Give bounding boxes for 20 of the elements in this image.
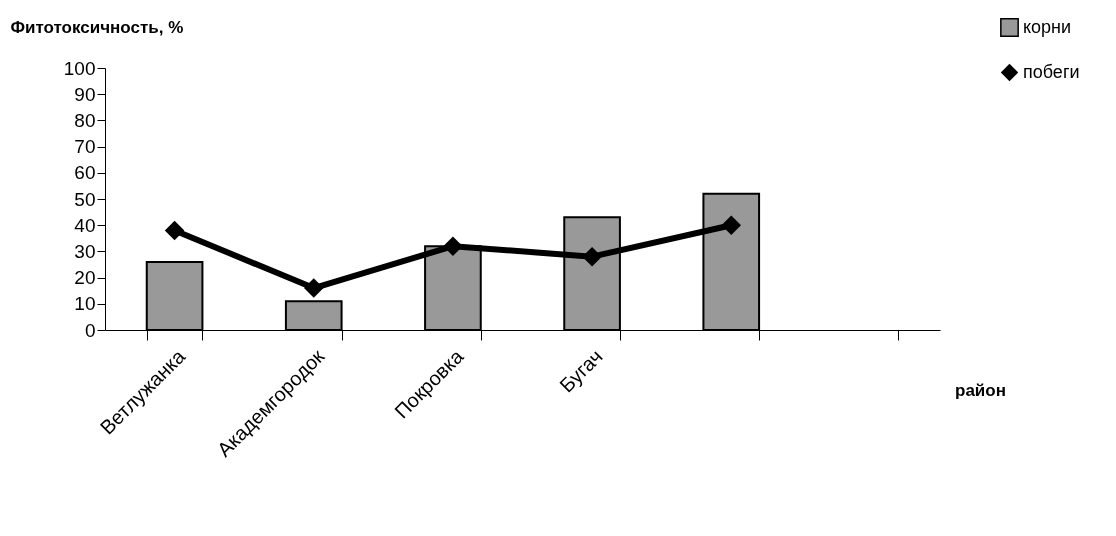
point xyxy=(164,220,185,241)
y-tick-label: 60 xyxy=(74,162,96,184)
y-tick-label: 80 xyxy=(74,109,96,131)
point xyxy=(443,236,463,256)
y-tick-label: 10 xyxy=(74,293,96,315)
y-tick-label: 90 xyxy=(74,83,96,105)
point xyxy=(582,246,602,267)
point xyxy=(721,215,741,235)
legend-label: побеги xyxy=(1023,61,1080,82)
y-tick-label: 70 xyxy=(74,136,96,158)
y-tick-label: 30 xyxy=(74,240,96,262)
point xyxy=(304,278,324,298)
x-axis-title: район xyxy=(955,380,1006,400)
y-tick-label: 20 xyxy=(74,267,96,289)
y-tick-label: 0 xyxy=(84,319,96,341)
y-tick-label: 100 xyxy=(63,57,96,79)
legend-label: корни xyxy=(1023,16,1072,37)
y-tick-label: 50 xyxy=(74,188,96,210)
y-axis-title: Фитотоксичность, % xyxy=(10,17,184,37)
y-tick-label: 40 xyxy=(74,214,96,236)
